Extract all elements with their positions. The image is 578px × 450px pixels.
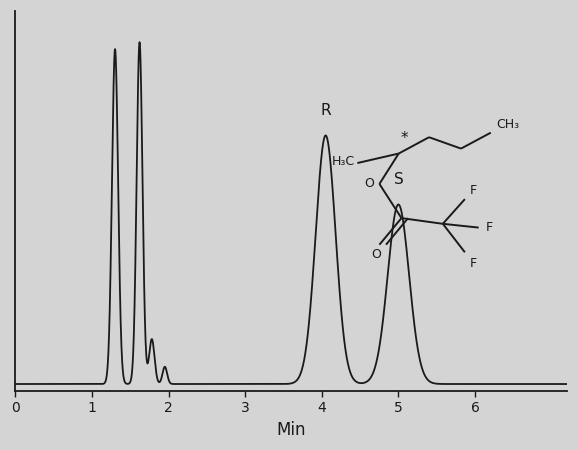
Text: F: F	[469, 184, 476, 197]
Text: *: *	[401, 131, 408, 146]
Text: O: O	[364, 177, 374, 190]
Text: CH₃: CH₃	[497, 118, 520, 131]
Text: S: S	[394, 172, 403, 187]
Text: R: R	[320, 103, 331, 118]
Text: O: O	[372, 248, 381, 261]
Text: H₃C: H₃C	[331, 155, 354, 168]
X-axis label: Min: Min	[276, 421, 306, 439]
Text: F: F	[469, 257, 476, 270]
Text: F: F	[486, 221, 492, 234]
